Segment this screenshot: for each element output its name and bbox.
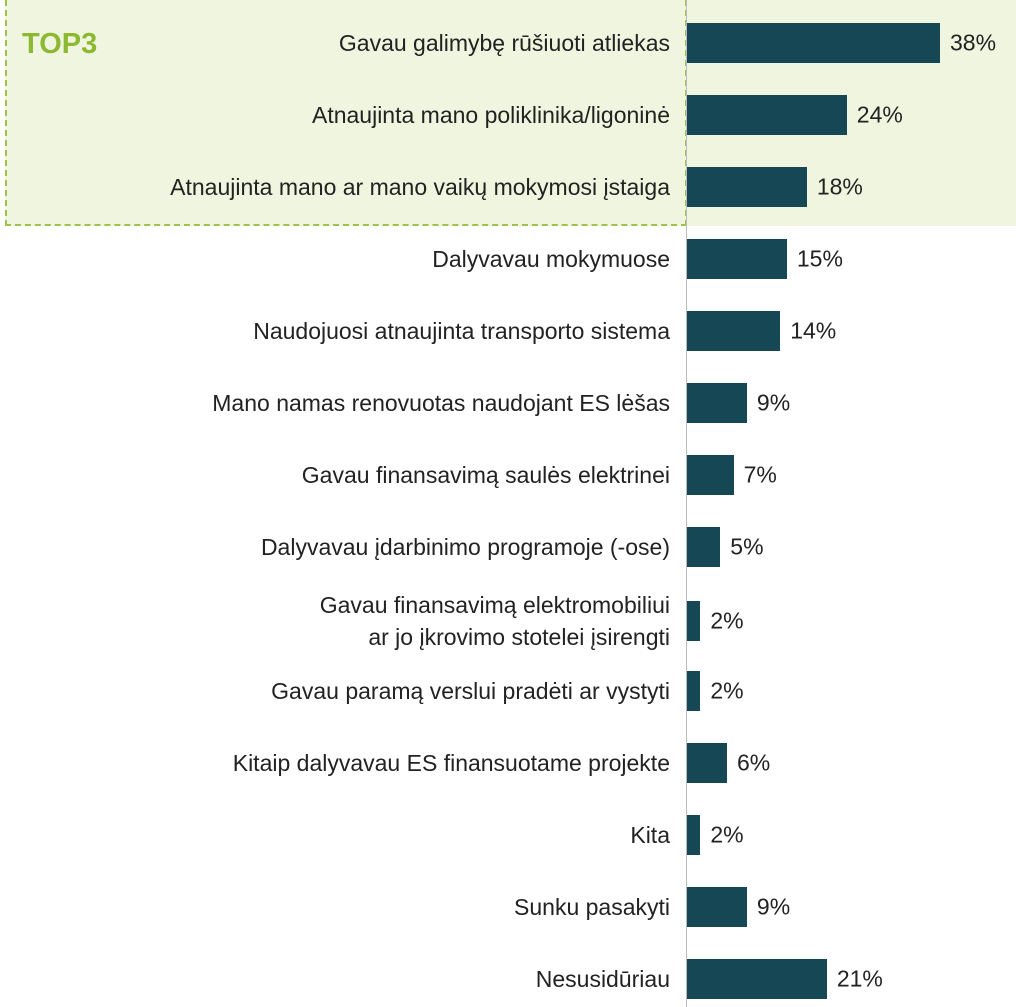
category-label: Kita (630, 822, 670, 848)
bar (687, 601, 701, 641)
bar (687, 455, 734, 495)
value-label: 21% (836, 965, 883, 992)
bar (687, 887, 747, 927)
bar (687, 527, 721, 567)
category-label: Gavau paramą verslui pradėti ar vystyti (271, 678, 670, 704)
value-label: 38% (950, 29, 997, 56)
value-label: 2% (710, 677, 744, 704)
category-label: Gavau finansavimą elektromobiliui ar jo … (319, 592, 670, 650)
value-label: 9% (756, 389, 791, 416)
bar (687, 95, 847, 135)
bar (687, 959, 827, 999)
highlight-box (5, 0, 687, 226)
category-label: Dalyvavau įdarbinimo programoje (-ose) (260, 534, 670, 560)
bar (687, 383, 747, 423)
value-label: 9% (756, 893, 791, 920)
category-label: Gavau galimybę rūšiuoti atliekas (338, 30, 670, 56)
bar (687, 239, 787, 279)
value-label: 2% (710, 607, 744, 634)
category-label: Nesusidūriau (535, 966, 670, 992)
category-label: Dalyvavau mokymuose (432, 246, 670, 272)
highlight-label: TOP3 (22, 28, 98, 60)
value-label: 2% (710, 821, 744, 848)
bar (687, 167, 807, 207)
category-label: Sunku pasakyti (514, 894, 670, 920)
value-label: 18% (816, 173, 863, 200)
value-label: 24% (856, 101, 903, 128)
value-label: 5% (730, 533, 764, 560)
bar (687, 743, 727, 783)
category-label: Kitaip dalyvavau ES finansuotame projekt… (232, 750, 670, 776)
bar (687, 311, 781, 351)
bar (687, 23, 940, 63)
category-label: Atnaujinta mano ar mano vaikų mokymosi į… (170, 174, 670, 200)
bar (687, 815, 701, 855)
value-label: 15% (796, 245, 843, 272)
value-label: 7% (743, 461, 777, 488)
value-label: 14% (790, 317, 837, 344)
category-label: Mano namas renovuotas naudojant ES lėšas (212, 390, 670, 416)
axis-line (686, 0, 687, 1007)
bar (687, 671, 701, 711)
category-label: Naudojuosi atnaujinta transporto sistema (253, 318, 670, 344)
category-label: Gavau finansavimą saulės elektrinei (301, 462, 670, 488)
value-label: 6% (736, 749, 771, 776)
category-label: Atnaujinta mano poliklinika/ligoninė (311, 102, 670, 128)
